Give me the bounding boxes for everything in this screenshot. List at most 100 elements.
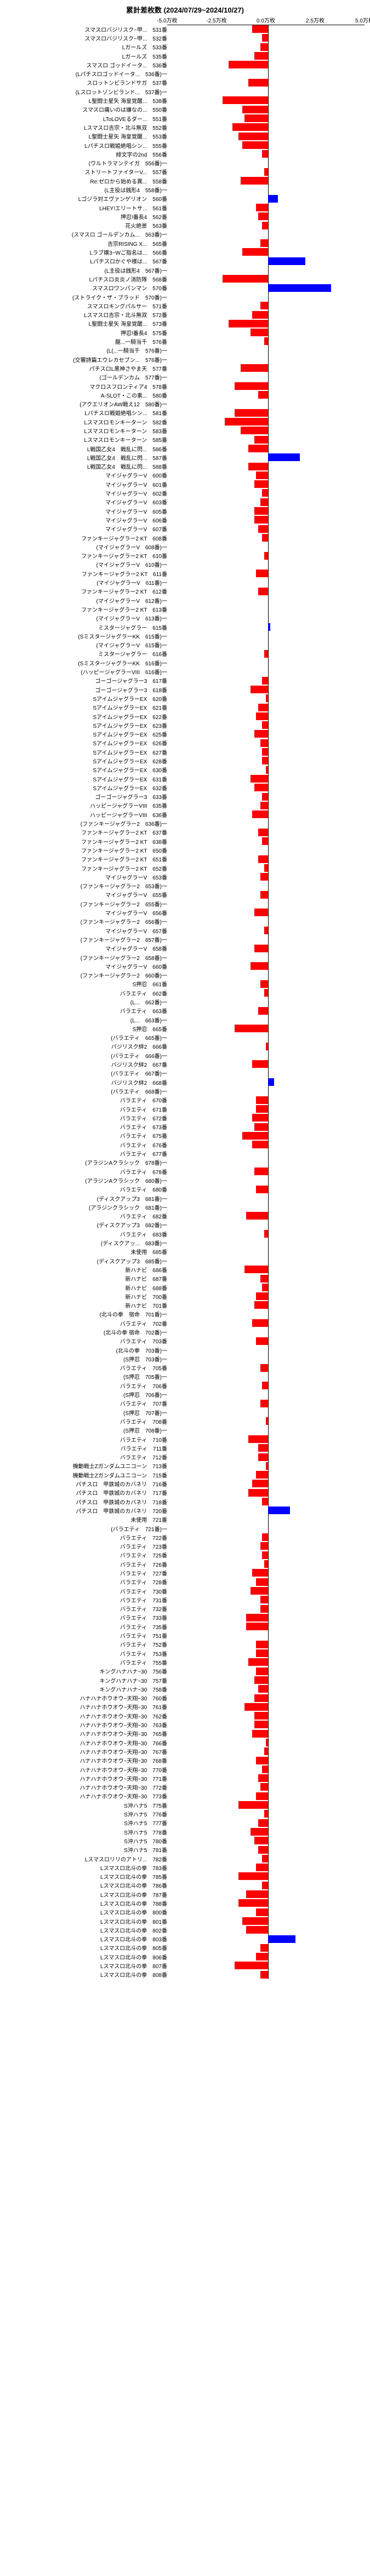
row-label: Lスマスロ北斗の拳 801番 xyxy=(0,1917,169,1925)
data-row: キングハナハナ~30 757番 xyxy=(0,1676,370,1684)
data-row: Lパチスロ戦姫絶唱シン... 581番 xyxy=(0,409,370,417)
data-row: Lスマスロ北斗の拳 786番 xyxy=(0,1881,370,1890)
bar xyxy=(256,570,268,577)
data-row: スマスロ ゴッドイータ... 536番 xyxy=(0,60,370,69)
bar-cell xyxy=(169,855,367,864)
bar-cell xyxy=(169,212,367,221)
data-row: Lパチスロ炎炎ノ消防隊 568番 xyxy=(0,274,370,283)
zero-line xyxy=(268,1149,269,1158)
bar-cell xyxy=(169,1836,367,1845)
data-row: ハナハナホウオウ~天翔~30 771番 xyxy=(0,1774,370,1783)
zero-line xyxy=(268,658,269,667)
bar xyxy=(242,1132,268,1140)
bar-cell xyxy=(169,801,367,810)
row-label: マイジャグラーV 656番 xyxy=(0,909,169,917)
data-row: バラエティ 670番 xyxy=(0,1096,370,1105)
bar-cell xyxy=(169,1086,367,1095)
zero-line xyxy=(268,168,269,176)
bar-cell xyxy=(169,1435,367,1444)
bar-cell xyxy=(169,1756,367,1765)
bar xyxy=(262,677,268,685)
data-row: 未使用 721番 xyxy=(0,1515,370,1524)
row-label: バラエティ 675番 xyxy=(0,1131,169,1140)
bar-cell xyxy=(169,1140,367,1149)
zero-line xyxy=(268,1247,269,1256)
data-row: L聖闘士星矢 海皇覚醒... 538番 xyxy=(0,96,370,105)
bar-cell xyxy=(169,1033,367,1042)
bar-cell xyxy=(169,471,367,480)
bar-cell xyxy=(169,266,367,274)
row-label: Lパチスロ戦姫絶唱シン... 581番 xyxy=(0,409,169,417)
zero-line xyxy=(268,1578,269,1586)
zero-line xyxy=(268,649,269,658)
plot-area: スマスロバジリスク~甲... 531番スマスロバジリスク~甲... 532番Lガ… xyxy=(0,25,370,1979)
zero-line xyxy=(268,1961,269,1970)
row-label: Lガールズ 535番 xyxy=(0,52,169,60)
zero-line xyxy=(268,1096,269,1105)
bar-cell xyxy=(169,1488,367,1497)
bar-cell xyxy=(169,1105,367,1113)
data-row: バラエティ 711番 xyxy=(0,1444,370,1452)
bar xyxy=(241,427,268,434)
bar-cell xyxy=(169,1970,367,1979)
bar-cell xyxy=(169,1854,367,1863)
zero-line xyxy=(268,962,269,970)
bar xyxy=(258,1453,268,1461)
data-row: S沖ハナ5 776番 xyxy=(0,1809,370,1818)
zero-line xyxy=(268,274,269,283)
row-label: (アラジンAクラシック 678番)一 xyxy=(0,1158,169,1166)
zero-line xyxy=(268,33,269,42)
bar xyxy=(229,61,268,68)
zero-line xyxy=(268,158,269,167)
zero-line xyxy=(268,970,269,979)
row-label: マイジャグラーV 653番 xyxy=(0,873,169,881)
bar-cell xyxy=(169,649,367,658)
bar xyxy=(262,721,268,729)
data-row: 新ハナビ 688番 xyxy=(0,1283,370,1292)
data-row: バラエティ 662番 xyxy=(0,988,370,997)
data-row: (ファンキージャグラー2 657番)一 xyxy=(0,935,370,944)
row-label: スマスロバジリスク~甲... 531番 xyxy=(0,25,169,33)
bar xyxy=(268,257,305,265)
bar-cell xyxy=(169,364,367,372)
bar xyxy=(248,463,268,470)
zero-line xyxy=(268,1524,269,1533)
row-label: (ファンキージャグラー2 636番)一 xyxy=(0,819,169,827)
bar xyxy=(262,222,268,229)
bar xyxy=(251,962,268,970)
zero-line xyxy=(268,1381,269,1390)
data-row: Lスマスロ吉宗・北斗無双 572番 xyxy=(0,311,370,319)
row-label: スマスロ痛いのは嫌なの... 550番 xyxy=(0,105,169,113)
zero-line xyxy=(268,1765,269,1774)
bar xyxy=(244,1703,268,1711)
data-row: (S押忍 703番)一 xyxy=(0,1354,370,1363)
bar-cell xyxy=(169,1078,367,1086)
bar-cell xyxy=(169,1595,367,1604)
data-row: バラエティ 730番 xyxy=(0,1586,370,1595)
bar-cell xyxy=(169,185,367,194)
bar-cell xyxy=(169,346,367,355)
bar-cell xyxy=(169,274,367,283)
row-label: S押忍 661番 xyxy=(0,980,169,988)
data-row: S押忍 661番 xyxy=(0,980,370,988)
bar-cell xyxy=(169,203,367,212)
bar xyxy=(260,980,268,988)
zero-line xyxy=(268,471,269,480)
row-label: バラエティ 728番 xyxy=(0,1578,169,1586)
bar xyxy=(262,1382,268,1389)
data-row: LHEY!エリートサ... 561番 xyxy=(0,203,370,212)
bar-cell xyxy=(169,828,367,837)
data-row: S沖ハナ5 780番 xyxy=(0,1836,370,1845)
row-label: ハナハナホウオウ~天翔~30 773番 xyxy=(0,1792,169,1800)
bar xyxy=(256,1908,268,1916)
row-label: マイジャグラーV 660番 xyxy=(0,962,169,970)
bar-cell xyxy=(169,105,367,114)
row-label: バラエティ 752番 xyxy=(0,1640,169,1648)
bar-cell xyxy=(169,426,367,435)
bar xyxy=(260,1971,268,1979)
zero-line xyxy=(268,1211,269,1220)
bar xyxy=(260,498,268,506)
data-row: (アラジンAクラシック 680番)一 xyxy=(0,1176,370,1185)
zero-line xyxy=(268,988,269,997)
bar xyxy=(256,1864,268,1871)
